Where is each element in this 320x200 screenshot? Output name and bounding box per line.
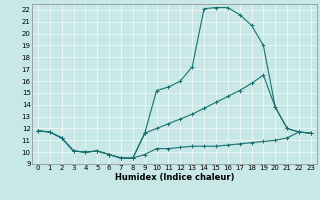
X-axis label: Humidex (Indice chaleur): Humidex (Indice chaleur): [115, 173, 234, 182]
